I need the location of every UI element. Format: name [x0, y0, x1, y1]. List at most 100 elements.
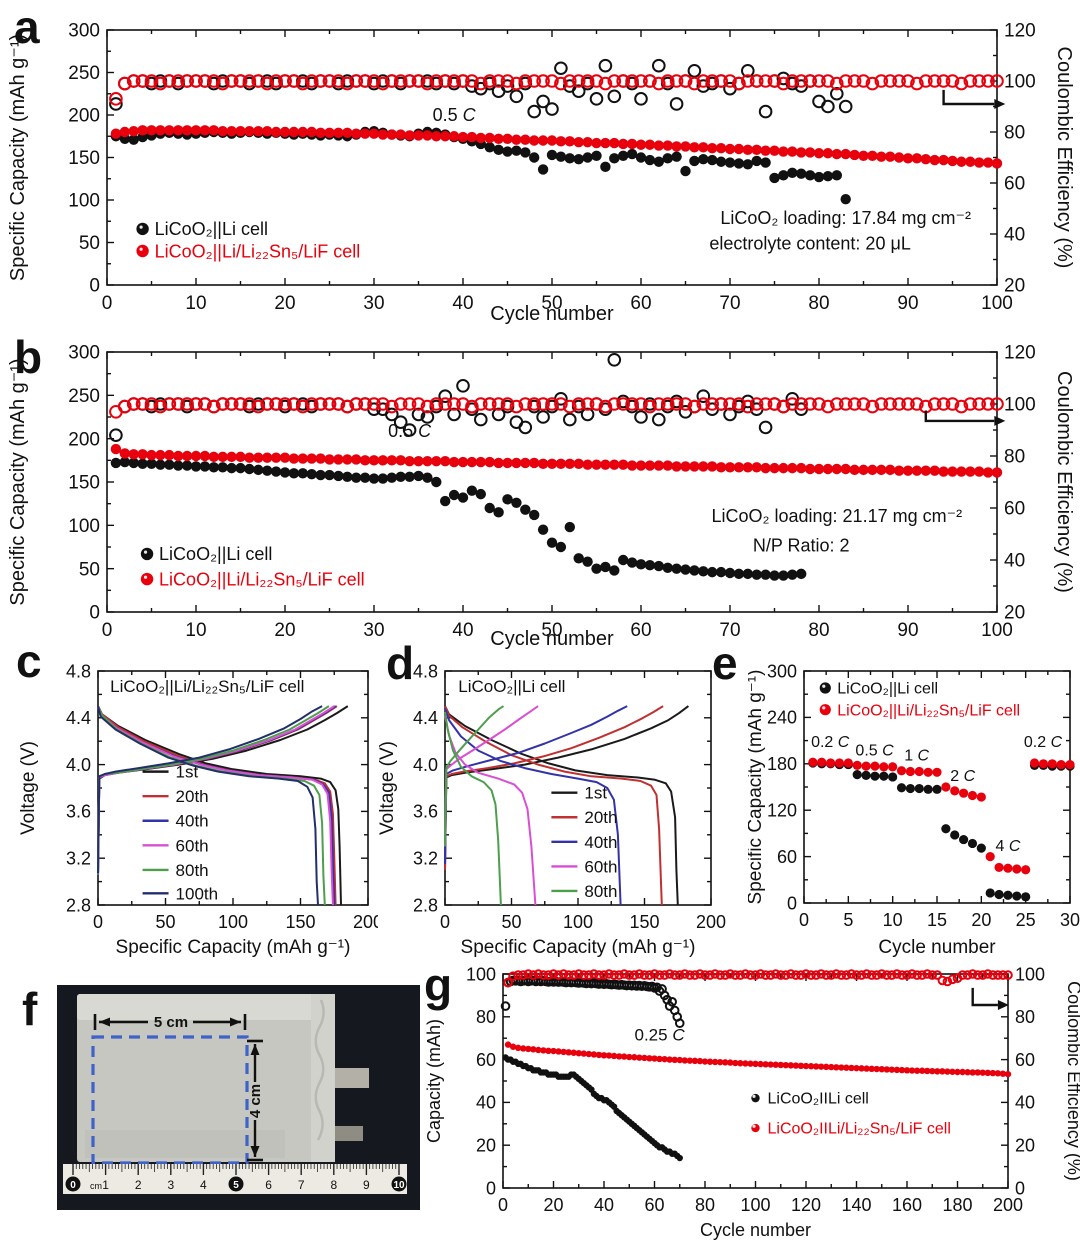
y-tick-label: 180: [767, 754, 797, 774]
x-tick-label: 100: [563, 912, 593, 932]
plot-frame: [444, 670, 712, 906]
inner-title: LiCoO₂||Li/Li₂₂Sn₅/LiF cell: [110, 677, 304, 696]
y-tick-label: 0: [787, 893, 797, 913]
legend-label: 60th: [584, 857, 617, 876]
panel-a-cycling-chart: 0 10 20 30 40 50 60 70 80 90 100 0 50 100 150 200 250 300…: [0, 0, 1080, 330]
y-tick-label: 20: [476, 1136, 496, 1156]
x-tick-label: 100: [981, 293, 1013, 314]
x-tick-label: 70: [719, 293, 740, 314]
y2-axis-title: Coulombic Efficiency (%): [1053, 47, 1075, 269]
x-axis-title: Specific Capacity (mAh g⁻¹): [116, 937, 351, 958]
y-tick-label: 4.4: [413, 708, 438, 728]
legend-marker: [819, 704, 831, 716]
arrowhead-icon: [997, 1000, 1009, 1011]
legend-marker: [751, 1123, 760, 1133]
y-tick-label: 100: [466, 964, 496, 984]
ruler-number: 8: [330, 1178, 337, 1192]
series-licoo2-lif-capacity: [504, 1041, 1012, 1078]
x-tick-label: 0: [93, 912, 103, 932]
x-tick-label: 120: [791, 1195, 821, 1215]
y-tick-label: 0: [89, 276, 100, 297]
y-tick-label: 250: [68, 386, 100, 407]
series-licoo2-lif-capacity: [110, 125, 1003, 169]
y2-tick-label: 60: [1004, 174, 1025, 195]
x-tick-label: 0: [102, 620, 113, 641]
y-tick-label: 250: [68, 63, 100, 84]
panel-letter-f: f: [22, 983, 38, 1035]
y2-axis-title: Coulombic Efficiency (%): [1053, 371, 1075, 593]
y2-axis-title: Coulombic Efficiency (%): [1064, 981, 1080, 1181]
y2-tick-label: 60: [1015, 1050, 1035, 1070]
series-licoo2-lif-efficiency: [109, 74, 1004, 106]
x-tick-label: 100: [218, 912, 248, 932]
y2-tick-label: 80: [1004, 447, 1025, 468]
y-tick-label: 300: [767, 661, 797, 681]
x-tick-label: 0: [498, 1195, 508, 1215]
y2-tick-label: 20: [1015, 1136, 1035, 1156]
legend-label: LiCoO₂||Li/Li₂₂Sn₅/LiF cell: [837, 702, 1020, 719]
panel-g-pouch-cycling-chart: 0 20 40 60 80 100 120 140 160 180 200 0 20 40 60 80 100 0…: [420, 950, 1080, 1243]
ruler-number: 9: [363, 1178, 370, 1192]
legend-label: LiCoO₂||Li/Li₂₂Sn₅/LiF cell: [155, 241, 361, 261]
panel-e-rate-chart: 0 5 10 15 20 25 30 0 60 120 180 240 300 Cycle number S…: [745, 645, 1080, 963]
y-tick-label: 2.8: [413, 895, 438, 915]
y-tick-label: 300: [68, 21, 100, 42]
chart-c: 0 50 100 150 200 2.8 3.2 3.6 4.0 4.4 4.8 Specific C…: [18, 661, 383, 958]
y-tick-label: 200: [68, 429, 100, 450]
ruler-circled-number: [65, 1176, 81, 1192]
x-axis-title: Cycle number: [490, 628, 614, 650]
ruler-number: 7: [298, 1178, 305, 1192]
x-tick-label: 90: [897, 293, 918, 314]
y-tick-label: 3.2: [66, 849, 91, 869]
cell-tab: [335, 1068, 369, 1088]
series-cycle-40th: [444, 705, 628, 906]
y2-tick-label: 40: [1004, 551, 1025, 572]
x-tick-label: 200: [696, 912, 726, 932]
pouch-cell-body: [77, 994, 335, 1162]
x-tick-label: 50: [501, 912, 521, 932]
series-cycle-100th: [97, 705, 323, 906]
chart-a: 0 10 20 30 40 50 60 70 80 90 100 0 50 100 150 200 250 300…: [7, 21, 1075, 325]
y-tick-label: 4.0: [66, 755, 91, 775]
y-tick-label: 4.8: [413, 661, 438, 681]
y-tick-label: 50: [79, 559, 100, 580]
x-tick-label: 20: [971, 910, 991, 930]
y-tick-label: 4.8: [66, 661, 91, 681]
inner-title: LiCoO₂||Li cell: [458, 677, 565, 696]
legend-label: LiCoO₂||Li/Li₂₂Sn₅/LiF cell: [159, 569, 365, 589]
legend-marker: [819, 682, 831, 694]
panel-letter-c: c: [16, 635, 42, 687]
x-tick-label: 80: [808, 620, 829, 641]
arrowhead-icon: [250, 1044, 260, 1055]
y-tick-label: 0: [89, 603, 100, 624]
y-tick-label: 200: [68, 106, 100, 127]
y-axis-title: Voltage (V): [378, 741, 398, 835]
chart-g: 0 20 40 60 80 100 120 140 160 180 2000204060801000…: [424, 964, 1080, 1240]
x-tick-label: 30: [363, 620, 384, 641]
ruler-number: 4: [200, 1178, 207, 1192]
panel-letter-d: d: [386, 637, 415, 689]
x-tick-label: 50: [541, 620, 562, 641]
x-tick-label: 100: [981, 620, 1013, 641]
efficiency-axis-arrow: [924, 410, 995, 423]
y2-tick-label: 80: [1015, 1007, 1035, 1027]
x-tick-label: 180: [942, 1195, 972, 1215]
panel-b-cycling-chart: 0 10 20 30 40 50 60 70 80 90 100 0 50 100 150 200 250 300…: [0, 330, 1080, 650]
series-licoo2-lif-efficiency: [109, 397, 1004, 419]
annotation: 0.5 C: [388, 421, 432, 441]
y-tick-label: 150: [68, 148, 100, 169]
legend-label: LiCoO₂IILi cell: [768, 1091, 869, 1108]
annotation: LiCoO₂ loading: 17.84 mg cm⁻²: [720, 208, 971, 228]
x-tick-label: 50: [155, 912, 175, 932]
y-tick-label: 60: [476, 1050, 496, 1070]
y-tick-label: 50: [79, 233, 100, 254]
series-cycle-1st: [444, 705, 690, 906]
x-tick-label: 10: [185, 293, 206, 314]
seal-texture: [314, 999, 325, 1141]
x-tick-label: 10: [185, 620, 206, 641]
y-axis-title: Capacity (mAh): [424, 1019, 444, 1143]
pouch-cell-photo: 5 cm 4 cm 0 1 2 3 4 5 6 7 8 9 10 cm: [57, 985, 420, 1210]
series-licoo2-li-capacity: [110, 456, 807, 581]
